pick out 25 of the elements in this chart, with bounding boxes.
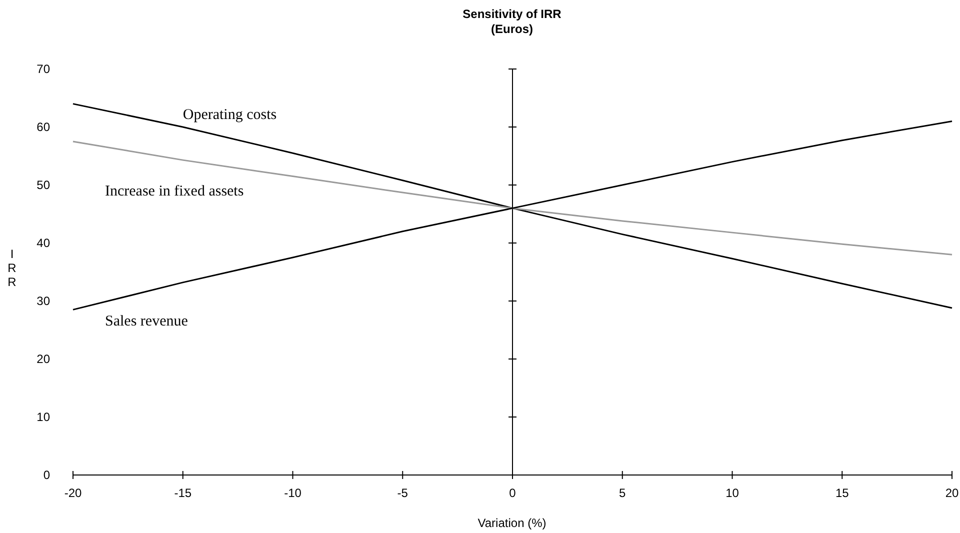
y-tick-label: 60 <box>36 120 50 134</box>
line-series <box>72 140 953 256</box>
chart-subtitle: (Euros) <box>491 22 534 36</box>
x-tick-label: 15 <box>835 486 850 500</box>
x-tick-label: -10 <box>284 486 302 500</box>
series-label: Sales revenue <box>105 314 188 330</box>
series-label: Increase in fixed assets <box>105 184 244 200</box>
y-tick-label: 40 <box>36 236 50 250</box>
y-axis-title: IRR <box>8 247 17 289</box>
x-tick-label: 20 <box>945 486 959 500</box>
y-tick-label: 10 <box>36 410 50 424</box>
y-tick-label: 70 <box>36 62 50 76</box>
y-tick-label: 20 <box>36 352 50 366</box>
x-axis-title: Variation (%) <box>478 516 546 530</box>
y-tick-label: 30 <box>36 294 50 308</box>
x-tick-label: 10 <box>726 486 740 500</box>
series-label: Operating costs <box>182 107 277 123</box>
chart-title: Sensitivity of IRR <box>462 7 562 21</box>
x-tick-label: 5 <box>619 486 626 500</box>
x-tick-label: -5 <box>397 486 408 500</box>
y-tick-label: 0 <box>43 468 50 482</box>
x-tick-label: 0 <box>509 486 516 500</box>
y-tick-label: 50 <box>36 178 50 192</box>
x-tick-label: -15 <box>174 486 192 500</box>
x-tick-label: -20 <box>64 486 82 500</box>
